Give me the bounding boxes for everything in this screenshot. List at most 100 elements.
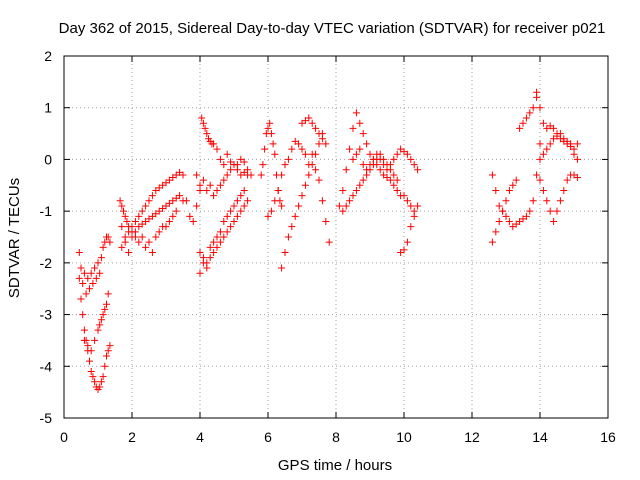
data-point	[264, 124, 272, 132]
data-point	[77, 264, 85, 272]
data-point	[298, 192, 306, 200]
data-point	[223, 212, 231, 220]
data-point	[301, 181, 309, 189]
data-point	[104, 347, 112, 355]
data-point	[522, 114, 530, 122]
data-point	[87, 347, 95, 355]
data-point	[99, 243, 107, 251]
data-point	[257, 171, 265, 179]
data-point	[359, 161, 367, 169]
data-point	[495, 202, 503, 210]
data-point	[269, 140, 277, 148]
data-point	[529, 197, 537, 205]
data-point	[495, 217, 503, 225]
data-point	[274, 186, 282, 194]
data-point	[91, 336, 99, 344]
data-point	[536, 104, 544, 112]
data-point	[193, 171, 201, 179]
data-point	[505, 217, 513, 225]
data-point	[573, 140, 581, 148]
data-point	[363, 140, 371, 148]
data-point	[502, 197, 510, 205]
data-point	[240, 186, 248, 194]
data-point	[199, 254, 207, 262]
data-point	[312, 124, 320, 132]
data-point	[380, 161, 388, 169]
y-tick-label: -3	[40, 307, 53, 323]
data-point	[550, 217, 558, 225]
y-tick-label: -2	[40, 255, 53, 271]
data-point	[199, 119, 207, 127]
data-point	[189, 217, 197, 225]
data-point	[131, 233, 139, 241]
data-point	[121, 238, 129, 246]
data-point	[536, 155, 544, 163]
data-point	[216, 155, 224, 163]
data-point	[563, 176, 571, 184]
data-point	[79, 311, 87, 319]
data-points	[75, 88, 581, 394]
data-point	[172, 207, 180, 215]
x-tick-label: 16	[600, 429, 616, 445]
data-point	[339, 186, 347, 194]
data-point	[213, 233, 221, 241]
data-point	[138, 233, 146, 241]
y-tick-label: 2	[44, 48, 52, 64]
data-point	[342, 202, 350, 210]
data-point	[410, 161, 418, 169]
data-point	[315, 140, 323, 148]
data-point	[492, 228, 500, 236]
data-point	[118, 243, 126, 251]
data-point	[301, 150, 309, 158]
data-point	[278, 264, 286, 272]
data-point	[390, 181, 398, 189]
data-point	[206, 254, 214, 262]
data-point	[203, 186, 211, 194]
data-point	[206, 243, 214, 251]
data-point	[230, 217, 238, 225]
data-point	[366, 150, 374, 158]
data-point	[509, 181, 517, 189]
x-tick-label: 2	[128, 429, 136, 445]
data-point	[216, 181, 224, 189]
data-point	[220, 176, 228, 184]
data-point	[573, 174, 581, 182]
data-point	[99, 311, 107, 319]
data-point	[198, 114, 206, 122]
data-point	[553, 207, 561, 215]
data-point	[145, 238, 153, 246]
data-point	[291, 212, 299, 220]
y-tick-label: -4	[40, 358, 53, 374]
data-point	[403, 197, 411, 205]
data-point	[356, 119, 364, 127]
data-point	[352, 150, 360, 158]
data-point	[315, 130, 323, 138]
data-point	[570, 150, 578, 158]
data-point	[529, 104, 537, 112]
data-point	[210, 140, 218, 148]
data-point	[512, 176, 520, 184]
data-point	[318, 197, 326, 205]
data-point	[193, 202, 201, 210]
data-point	[99, 373, 107, 381]
data-point	[261, 145, 269, 153]
data-point	[155, 228, 163, 236]
data-point	[543, 145, 551, 153]
grid	[64, 56, 608, 418]
data-point	[103, 352, 110, 360]
data-point	[176, 192, 184, 200]
data-point	[82, 290, 90, 298]
data-point	[342, 166, 350, 174]
data-point	[546, 207, 554, 215]
data-point	[233, 212, 241, 220]
data-point	[560, 186, 568, 194]
y-tick-label: -1	[40, 203, 53, 219]
data-point	[213, 145, 221, 153]
data-point	[414, 202, 422, 210]
data-point	[556, 197, 564, 205]
data-point	[125, 223, 133, 231]
data-point	[80, 336, 88, 344]
data-point	[125, 249, 133, 257]
data-point	[79, 280, 87, 288]
